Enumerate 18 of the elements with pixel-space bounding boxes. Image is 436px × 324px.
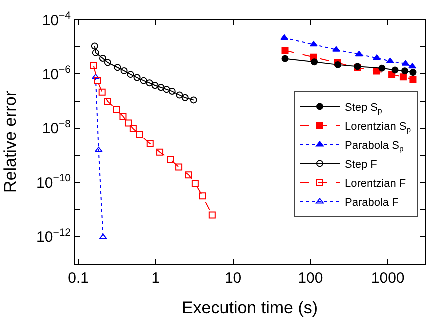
y-tick-label: 10$^{−4}$ [42, 10, 72, 30]
y-tick-label: 10$^{−12}$ [36, 226, 72, 246]
y-tick-label: 10$^{−10}$ [36, 172, 72, 192]
legend-label: Lorentzian F [345, 178, 406, 190]
x-tick-label: 1 [152, 270, 160, 287]
x-tick-label: 10 [224, 270, 242, 287]
legend-label: Parabola S$_{p}$ [345, 140, 404, 154]
legend-label: Lorentzian S$_{p}$ [345, 120, 412, 134]
x-tick-label: 100 [298, 270, 324, 287]
legend-label: Step F [345, 158, 378, 171]
legend-label: Parabola F [345, 196, 400, 209]
y-tick-label: 10$^{−8}$ [42, 118, 72, 138]
x-tick-label: 1000 [371, 270, 405, 287]
x-tick-label: 0.1 [68, 270, 89, 287]
x-axis-title: Execution time (s) [182, 298, 318, 318]
y-tick-label: 10$^{−6}$ [42, 64, 72, 84]
legend-label: Step S$_{p}$ [345, 102, 382, 116]
y-axis-title: Relative error [1, 90, 20, 194]
